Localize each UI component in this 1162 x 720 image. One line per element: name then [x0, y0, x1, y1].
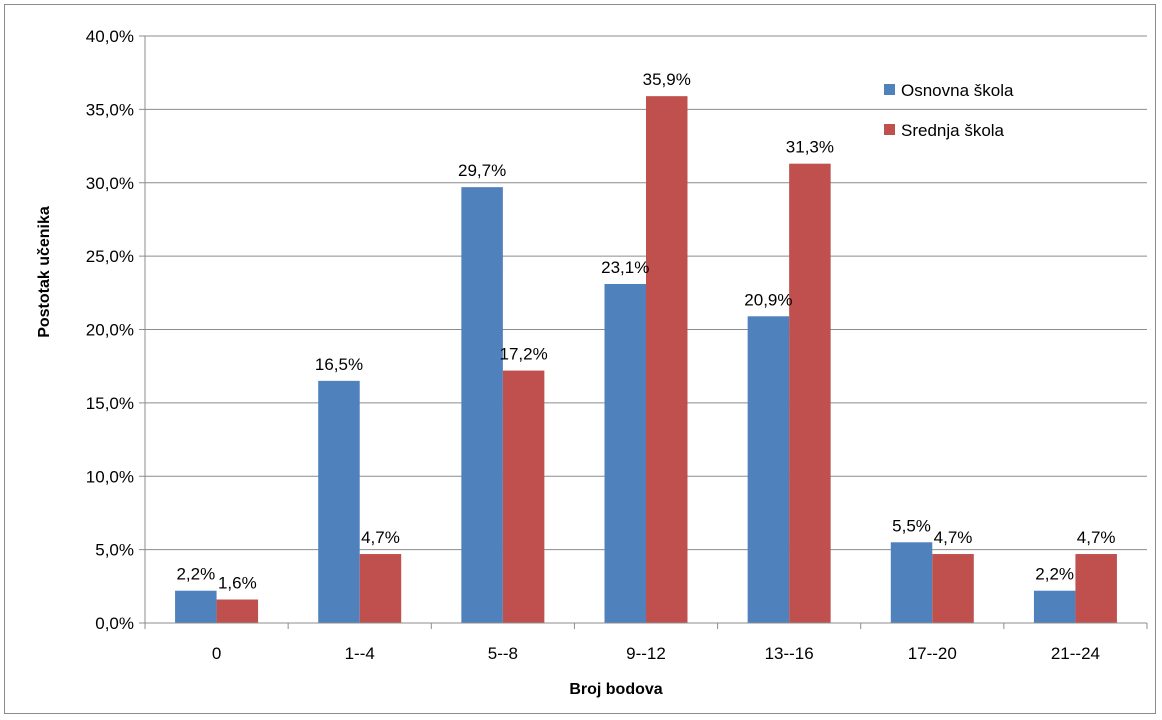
data-label: 31,3% — [786, 138, 834, 157]
y-tick-label: 10,0% — [86, 467, 134, 486]
legend: Osnovna škola Srednja škola — [884, 81, 1014, 140]
legend-swatch — [884, 84, 895, 95]
data-label: 35,9% — [643, 70, 691, 89]
bar-osnovna — [604, 284, 646, 623]
data-labels: 2,2% 1,6%16,5%4,7%29,7%17,2%23,1%35,9%20,… — [176, 70, 1115, 592]
y-tick-label: 20,0% — [86, 321, 134, 340]
y-tick-label: 35,0% — [86, 100, 134, 119]
data-label: 4,7% — [934, 528, 973, 547]
x-tick-label: 5--8 — [488, 644, 518, 663]
bar-srednja — [1075, 554, 1117, 623]
bar-osnovna — [747, 316, 790, 623]
bar-srednja — [646, 96, 688, 624]
y-tick-label: 40,0% — [86, 27, 134, 46]
legend-swatch — [884, 124, 895, 135]
bar-srednja — [359, 554, 402, 623]
bar-srednja — [502, 370, 545, 623]
bar-osnovna — [175, 590, 217, 623]
y-axis-title: Postotak učenika — [36, 206, 53, 338]
bar-osnovna — [890, 542, 933, 623]
data-label: 1,6% — [218, 574, 257, 593]
y-tick-label: 0,0% — [95, 614, 134, 633]
data-label: 17,2% — [500, 345, 548, 364]
bar-osnovna — [461, 187, 503, 623]
x-tick-label: 13--16 — [765, 644, 814, 663]
data-label: 4,7% — [1077, 528, 1116, 547]
x-axis-ticks: 0 1--4 5--8 9--12 13--16 17--20 21--24 — [144, 623, 1148, 663]
x-tick-label: 0 — [212, 644, 221, 663]
legend-label: Srednja škola — [901, 121, 1005, 140]
bar-srednja — [216, 599, 259, 623]
x-tick-label: 21--24 — [1051, 644, 1100, 663]
bar-srednja — [932, 554, 974, 623]
bar-osnovna — [1033, 590, 1076, 623]
x-tick-label: 9--12 — [626, 644, 666, 663]
data-label: 2,2% — [1035, 565, 1074, 584]
y-tick-label: 5,0% — [95, 541, 134, 560]
bar-osnovna — [318, 380, 360, 623]
data-label: 23,1% — [601, 258, 649, 277]
data-label: 20,9% — [744, 290, 792, 309]
legend-label: Osnovna škola — [901, 81, 1014, 100]
x-tick-label: 17--20 — [908, 644, 957, 663]
bar-srednja — [789, 163, 831, 624]
y-tick-label: 30,0% — [86, 174, 134, 193]
y-axis-ticks: 0,0% 5,0% 10,0% 15,0% 20,0% 25,0% 30,0% 35,0% 40… — [86, 27, 145, 633]
data-label: 2,2% — [176, 565, 215, 584]
data-label: 29,7% — [458, 161, 506, 180]
bars — [175, 96, 1117, 624]
data-label: 4,7% — [361, 528, 400, 547]
x-tick-label: 1--4 — [345, 644, 375, 663]
y-tick-label: 15,0% — [86, 394, 134, 413]
y-tick-label: 25,0% — [86, 247, 134, 266]
x-axis-title: Broj bodova — [569, 681, 662, 698]
data-label: 16,5% — [315, 355, 363, 374]
data-label: 5,5% — [892, 516, 931, 535]
